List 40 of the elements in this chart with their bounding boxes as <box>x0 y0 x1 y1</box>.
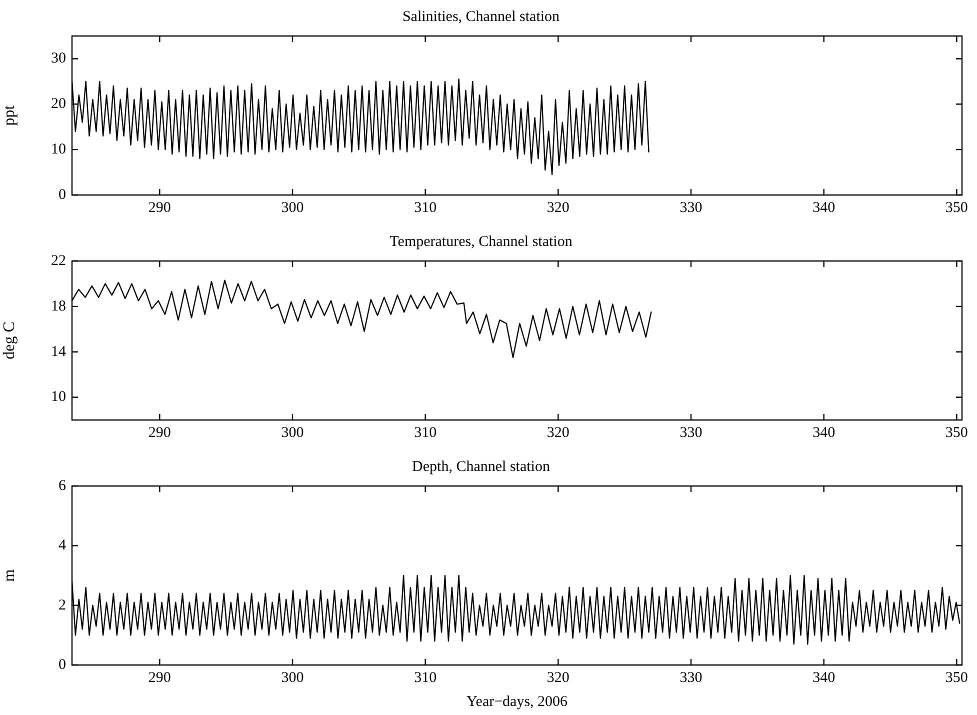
x-tick-label: 350 <box>945 200 968 216</box>
y-tick-label: 30 <box>51 50 66 67</box>
x-tick-label: 330 <box>680 670 702 686</box>
x-tick-label: 340 <box>812 424 836 441</box>
x-tick-label: 350 <box>945 424 968 441</box>
x-tick-label: 300 <box>281 200 304 216</box>
chart-title: Salinities, Channel station <box>402 8 560 25</box>
x-tick-label: 330 <box>680 424 702 441</box>
x-tick-label: 340 <box>812 670 836 686</box>
x-tick-label: 340 <box>812 200 836 216</box>
y-tick-label: 4 <box>58 538 66 554</box>
x-tick-label: 290 <box>148 424 171 441</box>
y-axis-title: m <box>0 568 18 582</box>
y-tick-label: 0 <box>58 186 66 203</box>
y-tick-label: 22 <box>51 252 66 269</box>
x-tick-label: 350 <box>945 670 968 686</box>
y-tick-label: 20 <box>51 96 66 112</box>
x-tick-label: 290 <box>148 670 171 686</box>
x-tick-label: 310 <box>414 670 437 686</box>
x-tick-label: 310 <box>414 424 437 441</box>
y-tick-label: 18 <box>51 298 66 314</box>
x-tick-label: 310 <box>414 200 437 216</box>
x-tick-label: 320 <box>546 424 570 441</box>
x-tick-label: 300 <box>281 670 304 686</box>
chart-title: Depth, Channel station <box>412 458 550 475</box>
x-tick-label: 320 <box>546 200 570 216</box>
x-tick-label: 300 <box>281 424 304 441</box>
chart-title: Temperatures, Channel station <box>390 234 573 250</box>
y-axis-title: deg C <box>0 322 18 360</box>
x-tick-label: 330 <box>680 200 702 216</box>
y-tick-label: 0 <box>58 656 66 673</box>
y-axis-title: ppt <box>0 104 18 126</box>
x-tick-label: 320 <box>546 670 570 686</box>
y-tick-label: 6 <box>58 478 66 494</box>
y-tick-label: 14 <box>51 344 66 360</box>
y-tick-label: 2 <box>58 597 66 614</box>
y-tick-label: 10 <box>51 142 66 158</box>
x-axis-title: Year−days, 2006 <box>466 694 568 710</box>
x-tick-label: 290 <box>148 200 171 216</box>
y-tick-label: 10 <box>51 389 66 406</box>
